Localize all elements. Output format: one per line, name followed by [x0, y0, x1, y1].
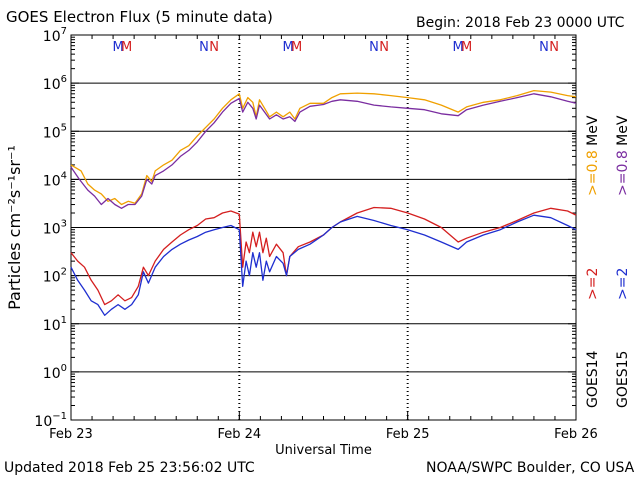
- x-tick-label: Feb 23: [49, 427, 93, 442]
- y-axis-label: Particles cm⁻²s⁻¹sr⁻¹: [5, 145, 24, 310]
- mn-marker: N: [199, 40, 209, 55]
- y-tick-label: 105: [43, 122, 67, 141]
- begin-label: Begin: 2018 Feb 23 0000 UTC: [416, 15, 625, 31]
- legend-text: GOES15: [615, 351, 631, 408]
- legend-text: >=0.8: [615, 150, 631, 196]
- mn-marker: M: [121, 40, 132, 55]
- mn-marker: M: [461, 40, 472, 55]
- series-line-2: [70, 206, 577, 306]
- mn-marker: M: [113, 40, 124, 55]
- mn-marker: N: [539, 40, 549, 55]
- legend-entry: GOES14: [585, 350, 601, 408]
- x-tick-label: Feb 25: [386, 427, 430, 442]
- mn-marker: N: [379, 40, 389, 55]
- mn-marker: N: [209, 40, 219, 55]
- series-line-0: [70, 89, 577, 206]
- mn-marker: N: [549, 40, 559, 55]
- legend-text: >=0.8: [585, 150, 601, 196]
- y-tick-label: 102: [43, 267, 67, 286]
- mn-marker: M: [453, 40, 464, 55]
- chart-title: GOES Electron Flux (5 minute data): [6, 8, 273, 26]
- legend-text: MeV: [615, 115, 631, 150]
- x-axis-label: Universal Time: [275, 443, 372, 458]
- legend-entry: >=2: [615, 268, 631, 300]
- x-tick-label: Feb 24: [217, 427, 261, 442]
- y-tick-label: 103: [43, 219, 67, 238]
- x-tick-label: Feb 26: [554, 427, 598, 442]
- legend-text: GOES14: [585, 350, 601, 408]
- series-line-1: [70, 93, 577, 209]
- legend-text: >=2: [585, 268, 601, 300]
- legend-entry: GOES15: [615, 351, 631, 408]
- footer-updated: Updated 2018 Feb 25 23:56:02 UTC: [4, 460, 255, 476]
- legend-entry: >=0.8 MeV: [615, 115, 631, 196]
- y-tick-label: 104: [43, 170, 67, 189]
- y-tick-label: 101: [43, 315, 67, 334]
- legend-entry: >=2: [585, 268, 601, 300]
- mn-marker: M: [283, 40, 294, 55]
- mn-marker: N: [369, 40, 379, 55]
- y-tick-label: 106: [43, 74, 67, 93]
- legend-text: >=2: [615, 268, 631, 300]
- footer-credit: NOAA/SWPC Boulder, CO USA: [426, 460, 635, 476]
- mn-marker: M: [291, 40, 302, 55]
- legend-text: MeV: [585, 115, 601, 150]
- y-tick-label: 107: [43, 26, 67, 45]
- y-tick-label: 10−1: [34, 411, 67, 430]
- legend-entry: >=0.8 MeV: [585, 115, 601, 196]
- series-line-3: [70, 214, 577, 316]
- y-tick-label: 100: [43, 363, 67, 382]
